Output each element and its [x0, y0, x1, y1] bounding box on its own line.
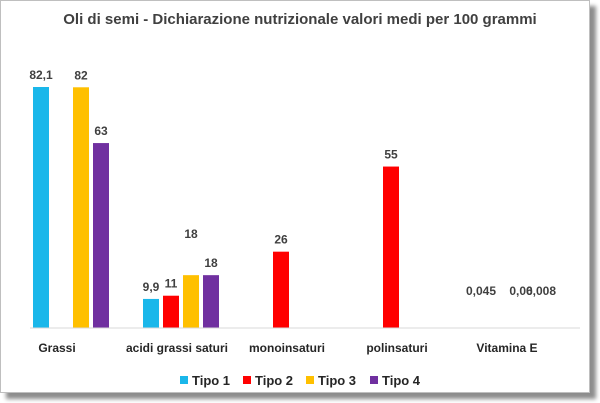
data-label-s2-c4: 55 [384, 148, 398, 162]
legend-label-4: Tipo 4 [382, 373, 421, 388]
legend-label-1: Tipo 1 [192, 373, 230, 388]
data-label-s3-c1: 82 [74, 68, 88, 82]
category-label-3: monoinsaturi [249, 341, 325, 355]
data-label-s4-c5: 0,008 [526, 284, 556, 298]
data-label-s3-c2: 18 [184, 227, 198, 241]
bar-s2-c4 [383, 166, 399, 328]
legend-swatch-2 [243, 376, 251, 384]
data-label-s3-c5: 0,06 [509, 284, 533, 298]
bar-s3-c2 [183, 275, 199, 328]
data-label-s1-c5: 0,045 [466, 284, 496, 298]
category-label-5: Vitamina E [476, 341, 537, 355]
data-label-s1-c2: 9,9 [143, 280, 160, 294]
bar-s1-c1 [33, 87, 49, 328]
bar-s3-c1 [73, 87, 89, 328]
legend-swatch-1 [180, 376, 188, 384]
data-label-s2-c2: 11 [165, 277, 178, 291]
bar-s4-c2 [203, 275, 219, 328]
data-label-s4-c2: 18 [204, 256, 218, 270]
legend-swatch-4 [370, 376, 378, 384]
legend: Tipo 1 Tipo 2 Tipo 3 Tipo 4 [180, 373, 421, 388]
category-labels-group: Grassi acidi grassi saturi monoinsaturi pol… [38, 341, 537, 355]
category-label-2: acidi grassi saturi [126, 341, 228, 355]
data-label-s1-c1: 82,1 [29, 68, 53, 82]
bar-s2-c3 [273, 251, 289, 328]
data-label-s2-c3: 26 [274, 233, 288, 247]
chart-title: Oli di semi - Dichiarazione nutrizionale… [63, 11, 536, 28]
bar-s1-c2 [143, 298, 159, 328]
legend-label-3: Tipo 3 [318, 373, 356, 388]
category-label-4: polinsaturi [366, 341, 427, 355]
legend-label-2: Tipo 2 [255, 373, 293, 388]
legend-swatch-3 [306, 376, 314, 384]
bar-s2-c2 [163, 295, 179, 328]
data-labels-group: 82,1 82 63 9,9 11 18 18 26 55 0,045 0,060,008 [29, 68, 556, 298]
bar-s4-c1 [93, 143, 109, 328]
data-label-s4-c1: 63 [94, 124, 108, 138]
bars-group [33, 87, 399, 328]
category-label-1: Grassi [38, 341, 75, 355]
